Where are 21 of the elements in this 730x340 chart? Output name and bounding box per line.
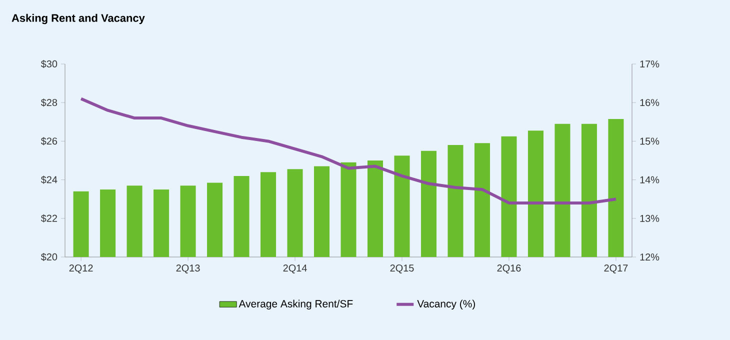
- x-tick-label: 2Q16: [497, 264, 521, 274]
- y-tick-label: $22: [40, 214, 57, 222]
- x-tick-label: 2Q13: [176, 264, 200, 274]
- y2-tick-label: 12%: [640, 253, 660, 261]
- y2-tick-label: 14%: [640, 176, 660, 184]
- y-tick-label: $24: [40, 176, 58, 184]
- y2-tick-label: 17%: [640, 60, 660, 68]
- x-tick-label: 2Q14: [283, 264, 307, 274]
- y2-tick-label: 16%: [640, 99, 660, 106]
- legend-label: Average Asking Rent/SF: [238, 300, 353, 310]
- x-tick-label: 2Q17: [604, 264, 628, 274]
- x-tick-label: 2Q12: [69, 264, 93, 274]
- x-tick-label: 2Q15: [390, 264, 414, 274]
- legend-label: Vacancy (%): [417, 300, 475, 310]
- y2-tick-label: 15%: [640, 138, 660, 145]
- y-tick-label: $26: [40, 137, 58, 146]
- y-tick-label: $30: [40, 60, 58, 68]
- y-tick-label: $20: [40, 252, 58, 262]
- y2-tick-label: 13%: [640, 214, 660, 222]
- chart-title: Asking Rent and Vacancy: [12, 14, 145, 24]
- y-tick-label: $28: [40, 98, 58, 107]
